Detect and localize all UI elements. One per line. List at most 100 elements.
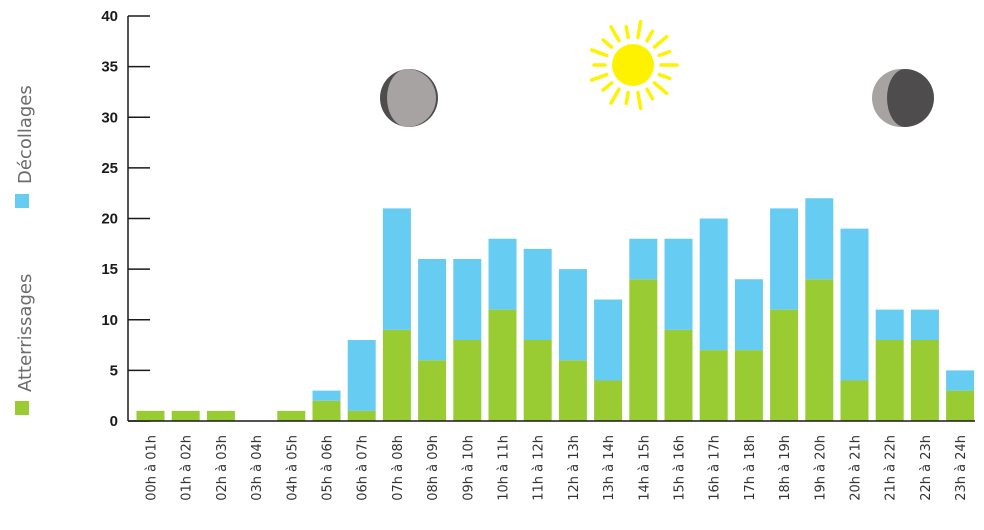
x-tick-label: 23h à 24h bbox=[954, 435, 969, 501]
x-tick-label: 09h à 10h bbox=[461, 435, 476, 501]
y-tick-label: 30 bbox=[101, 109, 118, 126]
y-tick-label: 10 bbox=[101, 312, 118, 329]
bar-atterrissages bbox=[699, 350, 728, 421]
sun-ray bbox=[624, 24, 630, 40]
sun-ray bbox=[636, 90, 643, 111]
bar-atterrissages bbox=[277, 410, 306, 421]
x-tick-label: 14h à 15h bbox=[637, 435, 652, 501]
bar-decollages bbox=[805, 198, 834, 280]
bar-atterrissages bbox=[664, 329, 693, 421]
x-tick-label: 12h à 13h bbox=[567, 435, 582, 501]
y-tick-label: 35 bbox=[101, 59, 118, 76]
x-tick-label: 01h à 02h bbox=[180, 435, 195, 501]
y-tick-label: 20 bbox=[101, 211, 118, 228]
bar-atterrissages bbox=[946, 390, 975, 421]
x-tick-label: 17h à 18h bbox=[743, 435, 758, 501]
x-tick-label: 19h à 20h bbox=[813, 435, 828, 501]
bar-decollages bbox=[558, 269, 587, 361]
bar-atterrissages bbox=[418, 360, 447, 421]
y-tick-label: 40 bbox=[101, 8, 118, 25]
bar-atterrissages bbox=[453, 340, 482, 421]
x-tick-label: 15h à 16h bbox=[673, 435, 688, 501]
sun-ray bbox=[652, 81, 669, 96]
bar-atterrissages bbox=[523, 340, 552, 421]
bar-decollages bbox=[347, 340, 376, 411]
bar-decollages bbox=[664, 238, 693, 330]
x-tick-label: 03h à 04h bbox=[250, 435, 265, 501]
legend-swatch-decollages bbox=[15, 194, 29, 208]
sun-ray bbox=[609, 87, 621, 105]
bar-decollages bbox=[382, 208, 411, 330]
bar-atterrissages bbox=[840, 380, 869, 421]
x-tick-label: 16h à 17h bbox=[708, 435, 723, 501]
bar-atterrissages bbox=[488, 309, 517, 421]
x-tick-label: 04h à 05h bbox=[285, 435, 300, 501]
x-tick-label: 21h à 22h bbox=[884, 435, 899, 501]
bar-atterrissages bbox=[734, 350, 763, 421]
bar-decollages bbox=[418, 259, 447, 361]
bar-decollages bbox=[946, 370, 975, 391]
y-tick-label: 5 bbox=[110, 362, 118, 379]
bar-decollages bbox=[453, 259, 482, 340]
bar-decollages bbox=[629, 238, 658, 280]
bar-decollages bbox=[594, 299, 623, 381]
sun-ray bbox=[645, 87, 655, 101]
x-tick-label: 22h à 23h bbox=[919, 435, 934, 501]
sun-ray bbox=[601, 38, 614, 49]
sun-ray bbox=[601, 81, 614, 92]
x-axis-labels: 00h à 01h 01h à 02h 02h à 03h 03h à 04h 04h … bbox=[145, 435, 970, 501]
bar-decollages bbox=[770, 208, 799, 310]
legend-label-atterrissages: Atterrissages bbox=[15, 274, 36, 392]
legend: Atterrissages Décollages bbox=[15, 85, 36, 415]
x-tick-label: 08h à 09h bbox=[426, 435, 441, 501]
bar-atterrissages bbox=[312, 400, 341, 421]
x-tick-label: 07h à 08h bbox=[391, 435, 406, 501]
sun-ray bbox=[657, 72, 672, 81]
bar-decollages bbox=[840, 228, 869, 381]
x-tick-label: 20h à 21h bbox=[849, 435, 864, 501]
sun-ray bbox=[645, 29, 655, 43]
bar-decollages bbox=[734, 279, 763, 351]
sun-ray bbox=[657, 49, 672, 58]
bar-decollages bbox=[312, 390, 341, 401]
bar-atterrissages bbox=[770, 309, 799, 421]
sun-ray bbox=[589, 48, 609, 58]
bar-atterrissages bbox=[382, 329, 411, 421]
bar-decollages bbox=[875, 309, 904, 340]
bar-atterrissages bbox=[347, 410, 376, 421]
x-tick-label: 06h à 07h bbox=[356, 435, 371, 501]
bar-atterrissages bbox=[875, 340, 904, 421]
sun-ray bbox=[624, 90, 630, 106]
x-tick-label: 13h à 14h bbox=[602, 435, 617, 501]
sun-ray bbox=[609, 25, 621, 43]
bars bbox=[136, 198, 975, 421]
x-tick-label: 11h à 12h bbox=[532, 435, 547, 501]
moon-icon bbox=[380, 69, 438, 127]
bar-decollages bbox=[523, 248, 552, 340]
bar-atterrissages bbox=[629, 279, 658, 421]
bar-decollages bbox=[910, 309, 939, 340]
sun-ray bbox=[589, 72, 609, 82]
x-tick-label: 10h à 11h bbox=[497, 435, 512, 501]
y-tick-label: 0 bbox=[110, 413, 118, 430]
y-tick-label: 25 bbox=[101, 160, 118, 177]
legend-label-decollages: Décollages bbox=[15, 85, 36, 184]
bar-decollages bbox=[699, 218, 728, 351]
moon-icon bbox=[872, 69, 934, 127]
x-tick-label: 02h à 03h bbox=[215, 435, 230, 501]
x-tick-label: 18h à 19h bbox=[778, 435, 793, 501]
bar-atterrissages bbox=[206, 410, 235, 421]
bar-atterrissages bbox=[594, 380, 623, 421]
bar-decollages bbox=[488, 238, 517, 310]
x-tick-label: 05h à 06h bbox=[321, 435, 336, 501]
sun-ray bbox=[636, 19, 643, 40]
y-axis: 0 5 10 15 20 25 30 35 40 bbox=[101, 8, 150, 430]
bar-atterrissages bbox=[805, 279, 834, 421]
bar-atterrissages bbox=[171, 410, 200, 421]
bar-atterrissages bbox=[558, 360, 587, 421]
bar-atterrissages bbox=[910, 340, 939, 421]
sun-ray bbox=[652, 34, 669, 49]
sun-icon bbox=[589, 19, 679, 111]
legend-swatch-atterrissages bbox=[15, 401, 29, 415]
